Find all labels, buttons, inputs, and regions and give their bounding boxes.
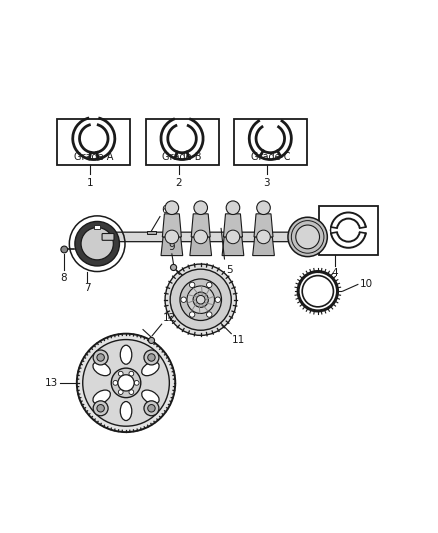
Polygon shape — [191, 214, 210, 237]
Circle shape — [207, 282, 212, 288]
Circle shape — [165, 230, 179, 244]
Text: 11: 11 — [232, 335, 245, 345]
Text: 8: 8 — [60, 272, 67, 282]
Ellipse shape — [93, 390, 110, 404]
Circle shape — [295, 269, 340, 313]
Circle shape — [257, 230, 270, 244]
Circle shape — [194, 230, 208, 244]
Circle shape — [190, 282, 195, 288]
Circle shape — [257, 201, 270, 214]
Circle shape — [77, 334, 175, 432]
Ellipse shape — [120, 345, 132, 364]
Bar — [148, 231, 155, 234]
Polygon shape — [253, 237, 274, 256]
Bar — [145, 119, 219, 165]
Text: 3: 3 — [264, 177, 270, 188]
Text: 13: 13 — [45, 378, 58, 388]
Circle shape — [118, 390, 123, 394]
Circle shape — [187, 286, 215, 313]
Circle shape — [111, 368, 141, 398]
Text: 2: 2 — [175, 177, 182, 188]
Circle shape — [93, 350, 108, 365]
Polygon shape — [222, 237, 244, 256]
Circle shape — [75, 221, 120, 266]
Bar — [95, 225, 100, 229]
Circle shape — [193, 292, 208, 308]
Circle shape — [97, 354, 104, 361]
Circle shape — [190, 312, 195, 317]
Text: 6: 6 — [161, 205, 168, 215]
Text: 1: 1 — [87, 177, 94, 188]
Polygon shape — [161, 237, 183, 256]
Polygon shape — [162, 214, 181, 237]
Circle shape — [118, 375, 134, 391]
Circle shape — [165, 201, 179, 214]
Text: 10: 10 — [360, 279, 373, 289]
Circle shape — [180, 279, 222, 320]
Polygon shape — [223, 214, 243, 237]
FancyBboxPatch shape — [102, 233, 114, 240]
Text: Grade A: Grade A — [74, 152, 113, 163]
Polygon shape — [254, 214, 273, 237]
Text: 7: 7 — [84, 284, 90, 294]
Circle shape — [196, 295, 205, 304]
Circle shape — [93, 401, 108, 416]
Circle shape — [129, 372, 134, 376]
Circle shape — [226, 201, 240, 214]
Circle shape — [165, 264, 237, 335]
Circle shape — [181, 297, 186, 302]
Text: 4: 4 — [332, 268, 338, 278]
Polygon shape — [190, 237, 212, 256]
Text: 5: 5 — [226, 265, 233, 275]
Ellipse shape — [93, 362, 110, 376]
Circle shape — [296, 225, 319, 249]
Bar — [57, 119, 130, 165]
Circle shape — [148, 405, 155, 412]
Circle shape — [113, 381, 118, 385]
Bar — [319, 206, 378, 255]
Circle shape — [144, 350, 159, 365]
Circle shape — [97, 405, 104, 412]
Circle shape — [83, 340, 170, 426]
Circle shape — [170, 269, 231, 330]
Circle shape — [207, 312, 212, 317]
Text: 9: 9 — [169, 242, 175, 252]
Circle shape — [148, 337, 155, 343]
Circle shape — [148, 354, 155, 361]
Circle shape — [226, 230, 240, 244]
Text: 12: 12 — [162, 313, 176, 324]
Circle shape — [61, 246, 67, 253]
Circle shape — [134, 381, 139, 385]
FancyBboxPatch shape — [112, 232, 300, 241]
Ellipse shape — [120, 401, 132, 421]
Circle shape — [194, 201, 208, 214]
Circle shape — [81, 228, 113, 260]
Circle shape — [118, 372, 123, 376]
Bar — [234, 119, 307, 165]
Text: Grade B: Grade B — [162, 152, 202, 163]
Ellipse shape — [142, 362, 159, 376]
Circle shape — [129, 390, 134, 394]
Circle shape — [288, 217, 327, 256]
Circle shape — [170, 264, 177, 271]
Ellipse shape — [142, 390, 159, 404]
Circle shape — [144, 401, 159, 416]
Text: Grade C: Grade C — [251, 152, 290, 163]
Circle shape — [215, 297, 221, 302]
